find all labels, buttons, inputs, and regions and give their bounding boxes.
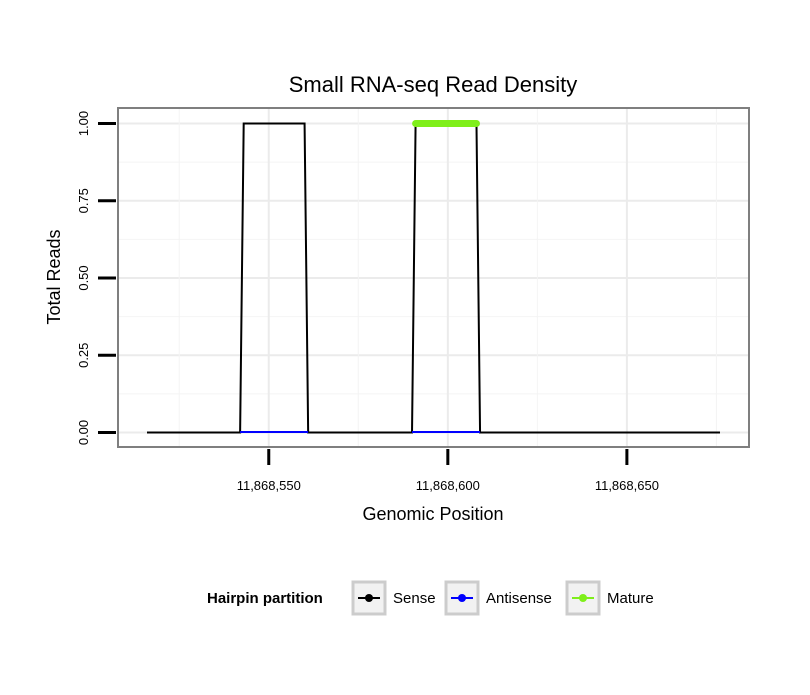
x-tick-label-1: 11,868,600 — [416, 478, 480, 493]
y-tick-label-1: 0.25 — [76, 343, 91, 368]
legend-items: Sense Antisense Mature — [351, 580, 654, 616]
legend-label-antisense: Antisense — [486, 590, 552, 607]
y-tick-label-3: 0.75 — [76, 188, 91, 213]
chart-title: Small RNA-seq Read Density — [289, 72, 578, 97]
y-axis-ticks: 0.00 0.25 0.50 0.75 1.00 — [76, 111, 116, 445]
y-axis-label: Total Reads — [44, 229, 64, 324]
y-tick-label-0: 0.00 — [76, 420, 91, 445]
legend-key-point-mature — [579, 594, 587, 602]
legend: Hairpin partition Sense Antisense Mature — [207, 580, 654, 616]
y-tick-label-2: 0.50 — [76, 265, 91, 290]
legend-label-mature: Mature — [607, 590, 654, 607]
x-axis-label: Genomic Position — [362, 504, 503, 524]
legend-key-point-sense — [365, 594, 373, 602]
legend-title: Hairpin partition — [207, 590, 323, 607]
plot-panel-border — [117, 107, 750, 448]
series-sense-line — [147, 122, 720, 434]
x-axis-ticks: 11,868,550 11,868,600 11,868,650 — [237, 449, 659, 493]
x-tick-label-2: 11,868,650 — [595, 478, 659, 493]
y-tick-label-4: 1.00 — [76, 111, 91, 136]
legend-key-point-antisense — [458, 594, 466, 602]
legend-item-sense: Sense — [351, 580, 436, 616]
legend-item-mature: Mature — [565, 580, 654, 616]
legend-label-sense: Sense — [393, 590, 436, 607]
series-layer — [147, 120, 720, 434]
x-tick-label-0: 11,868,550 — [237, 478, 301, 493]
legend-item-antisense: Antisense — [444, 580, 552, 616]
